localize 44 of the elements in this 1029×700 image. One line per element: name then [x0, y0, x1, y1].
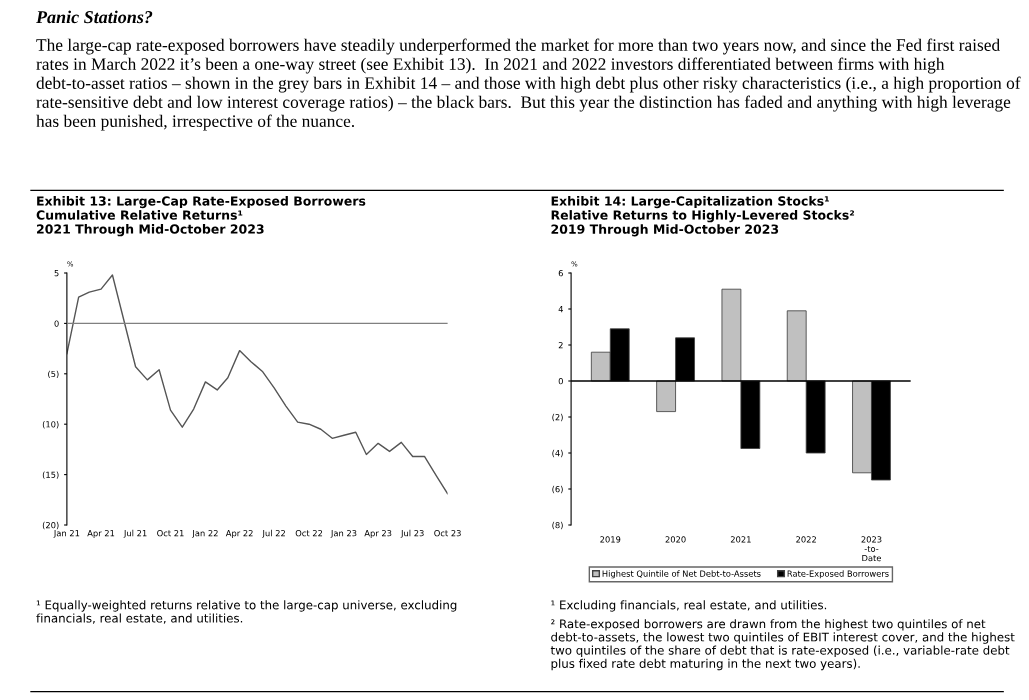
x-tick-label: 2019: [600, 536, 621, 543]
chart-title: Exhibit 14: Large-Capitalization Stocks¹ Relative Returns to Highly-Levered Stocks² 2019 Through Mid-October 2023: [551, 196, 855, 237]
x-tick-label: 2020: [665, 536, 686, 543]
y-tick-label: (4): [552, 449, 563, 458]
x-tick-label: Apr 23: [364, 530, 392, 538]
bar: [786, 310, 807, 382]
y-tick-label: (2): [552, 413, 563, 422]
x-tick-label: 2021: [730, 536, 751, 543]
x-tick-label: Jan 22: [191, 530, 218, 538]
text: The large-cap rate-exposed borrowers have steadily underperformed the market for more than two years now, and since the Fed first raised rates in March 2022 it’s been a one-way street (see Exhibit 13). In 2021 and 2022 investors differentiated between firms with high debt-to-asset ratios – shown in the grey bars in Exhibit 14 – and those with high debt plus other risky characteristics (i.e., a high proportion of rate-sensitive debt and low interest coverage ratios) – the black bars. But this year the distinction has faded and anything with high leverage has been punished, irrespective of the nuance.: [36, 38, 1021, 131]
x-tick-label: Oct 23: [434, 530, 461, 537]
line-series: [66, 274, 448, 495]
y-tick-label: (10): [42, 421, 59, 429]
y-tick-label: 6: [558, 269, 563, 277]
x-tick-label: Oct 21: [157, 530, 184, 537]
y-tick-label: (20): [42, 521, 59, 530]
x-tick-label: Jul 21: [123, 529, 147, 538]
y-tick-label: 4: [558, 306, 563, 313]
text: ¹ Equally-weighted returns relative to the large-cap universe, excluding financials, real estate, and utilities.: [36, 600, 457, 624]
text: ¹ Excluding financials, real estate, and utilities.: [551, 600, 827, 612]
y-tick-label: (8): [552, 521, 563, 530]
x-tick-label: 2022: [796, 536, 816, 543]
y-tick-label: 0: [54, 320, 59, 327]
y-tick-label: 5: [54, 270, 59, 277]
x-tick-label: 2023 -to- Date: [861, 536, 882, 562]
x-tick-label: Jul 23: [400, 529, 424, 538]
x-tick-label: Jan 23: [330, 530, 357, 538]
x-tick-label: Oct 22: [295, 530, 323, 537]
text: ² Rate-exposed borrowers are drawn from the highest two quintiles of net debt-to-assets, the lowest two quintiles of EBIT interest cover, and the highest two quintiles of the share of debt that is rate-exposed (i.e., variable-rate debt plus fixed rate debt maturing in the next two years).: [550, 619, 1015, 671]
y-tick-label: (15): [42, 471, 59, 479]
text: Panic Stations?: [36, 10, 153, 24]
y-tick-label: 2: [558, 341, 563, 349]
x-tick-label: Apr 21: [87, 530, 115, 538]
bar: [656, 380, 676, 413]
legend-label: Rate-Exposed Borrowers: [787, 570, 889, 579]
y-tick-label: (5): [48, 370, 59, 379]
bar: [721, 288, 742, 382]
y-tick-label: 0: [558, 377, 563, 385]
chart-title: Exhibit 13: Large-Cap Rate-Exposed Borrowers Cumulative Relative Returns¹ 2021 Through Mid-October 2023: [36, 196, 366, 237]
x-tick-label: Jul 22: [262, 529, 285, 538]
x-tick-label: Apr 22: [225, 530, 253, 538]
legend-label: Highest Quintile of Net Debt-to-Assets: [602, 570, 761, 579]
x-tick-label: Jan 21: [53, 530, 80, 538]
y-tick-label: (6): [552, 485, 563, 494]
